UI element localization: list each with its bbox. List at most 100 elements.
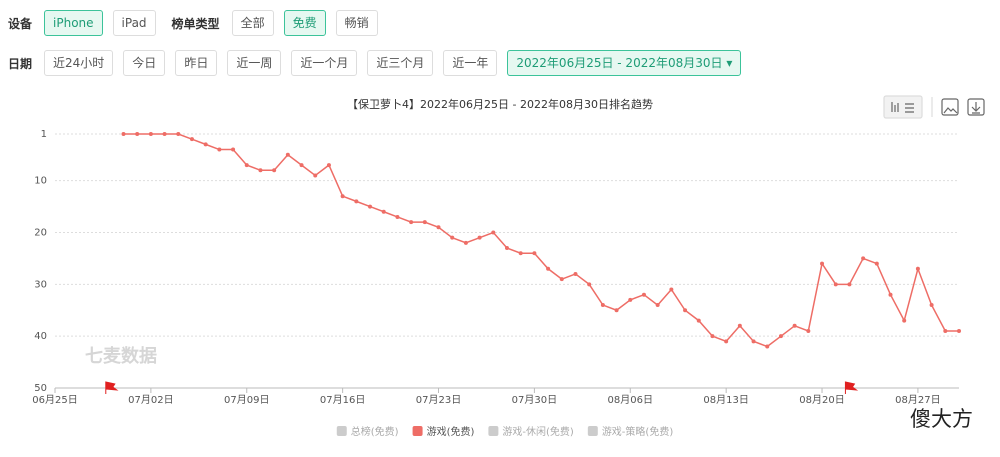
y-tick-label: 30: [34, 279, 47, 290]
data-point: [587, 282, 592, 287]
filter-button[interactable]: 近24小时: [44, 50, 114, 76]
filter-button[interactable]: 近一周: [227, 50, 282, 76]
data-point: [285, 152, 290, 157]
data-point: [833, 282, 838, 287]
legend-item[interactable]: 游戏(免费): [412, 425, 475, 438]
event-flag: [105, 381, 119, 394]
filter-label: 日期: [8, 56, 33, 71]
filter-button[interactable]: 近一个月: [291, 50, 358, 76]
filter-button[interactable]: 近三个月: [367, 50, 434, 76]
legend-label: 游戏-策略(免费): [602, 425, 674, 438]
data-point: [778, 334, 783, 339]
legend: 总榜(免费) 游戏(免费) 游戏-休闲(免费) 游戏-策略(免费): [336, 425, 674, 438]
data-point: [162, 132, 167, 136]
legend-item[interactable]: 总榜(免费): [336, 425, 399, 438]
data-point: [669, 287, 674, 292]
legend-swatch: [488, 426, 499, 436]
filter-button[interactable]: 免费: [283, 10, 326, 36]
data-point: [600, 303, 605, 308]
data-point: [573, 271, 578, 276]
legend-swatch: [336, 426, 347, 436]
data-point: [231, 147, 236, 152]
data-point: [751, 339, 756, 344]
data-point: [189, 137, 194, 142]
data-point: [368, 204, 373, 209]
legend-swatch: [587, 426, 598, 436]
data-point: [806, 328, 811, 333]
filter-button[interactable]: 全部: [231, 10, 274, 36]
legend-label: 总榜(免费): [351, 425, 399, 438]
data-point: [915, 266, 920, 271]
data-point: [176, 132, 181, 136]
y-tick-label: 20: [34, 227, 47, 238]
data-point: [696, 318, 701, 323]
data-point: [655, 303, 660, 308]
filter-button[interactable]: iPhone: [44, 10, 103, 36]
data-point: [135, 132, 140, 136]
data-point: [436, 225, 441, 230]
legend-item[interactable]: 游戏-休闲(免费): [488, 425, 574, 438]
data-point: [888, 292, 893, 297]
filter-label: 榜单类型: [171, 16, 220, 31]
filter-button[interactable]: 昨日: [175, 50, 218, 76]
y-tick-label: 1: [41, 129, 47, 140]
data-point: [450, 235, 455, 240]
data-point: [929, 303, 934, 308]
data-point: [792, 323, 797, 328]
filter-button[interactable]: iPad: [112, 10, 156, 36]
data-point: [902, 318, 907, 323]
data-point: [217, 147, 222, 152]
toolbar: [883, 95, 985, 119]
date-range-picker[interactable]: 2022年06月25日 - 2022年08月30日 ▾: [507, 50, 742, 76]
y-tick-label: 40: [34, 331, 47, 342]
legend-label: 游戏(免费): [427, 425, 475, 438]
filter-button[interactable]: 近一年: [443, 50, 498, 76]
data-point: [326, 163, 331, 168]
data-point: [724, 339, 729, 344]
data-point: [381, 209, 386, 214]
data-point: [491, 230, 496, 235]
x-tick-label: 08月13日: [703, 394, 748, 406]
data-point: [244, 163, 249, 168]
data-point: [874, 261, 879, 266]
data-point: [422, 220, 427, 225]
chart-title: 【保卫萝卜4】2022年06月25日 - 2022年08月30日排名趋势: [347, 97, 653, 111]
data-point: [395, 214, 400, 219]
filter-row: 设备 iPhone iPad 榜单类型 全部 免费 畅销: [8, 10, 378, 36]
legend-item[interactable]: 游戏-策略(免费): [587, 425, 674, 438]
y-tick-label: 10: [34, 176, 47, 187]
filter-button[interactable]: 畅销: [335, 10, 378, 36]
data-point: [299, 163, 304, 168]
data-point: [546, 266, 551, 271]
watermark: 七麦数据: [85, 345, 157, 367]
date-range-text: 2022年06月25日 - 2022年08月30日: [516, 56, 723, 70]
filter-row: 日期 近24小时 今日 昨日 近一周 近一个月 近三个月 近一年 2022年06月25日 -…: [8, 50, 742, 76]
data-point: [861, 256, 866, 261]
corner-watermark: 傻大方: [910, 407, 973, 431]
y-tick-label: 50: [34, 383, 47, 394]
data-point: [148, 132, 153, 136]
data-point: [354, 199, 359, 204]
x-tick-label: 07月30日: [512, 394, 557, 406]
filter-button[interactable]: 今日: [123, 50, 166, 76]
data-point: [943, 328, 948, 333]
x-tick-label: 07月02日: [128, 394, 173, 406]
x-tick-label: 08月27日: [895, 394, 940, 406]
data-point: [463, 240, 468, 245]
data-point: [258, 168, 263, 173]
data-point: [683, 308, 688, 313]
data-point: [641, 292, 646, 297]
data-point: [409, 220, 414, 225]
data-point: [765, 344, 770, 349]
data-point: [272, 168, 277, 173]
event-flag: [844, 381, 859, 394]
x-tick-label: 06月25日: [32, 394, 77, 406]
data-point: [477, 235, 482, 240]
data-point: [532, 251, 537, 256]
data-point: [518, 251, 523, 256]
data-point: [628, 297, 633, 302]
x-tick-label: 07月16日: [320, 394, 365, 406]
data-point: [203, 142, 208, 147]
legend-swatch: [412, 426, 423, 436]
x-tick-label: 07月23日: [416, 394, 461, 406]
